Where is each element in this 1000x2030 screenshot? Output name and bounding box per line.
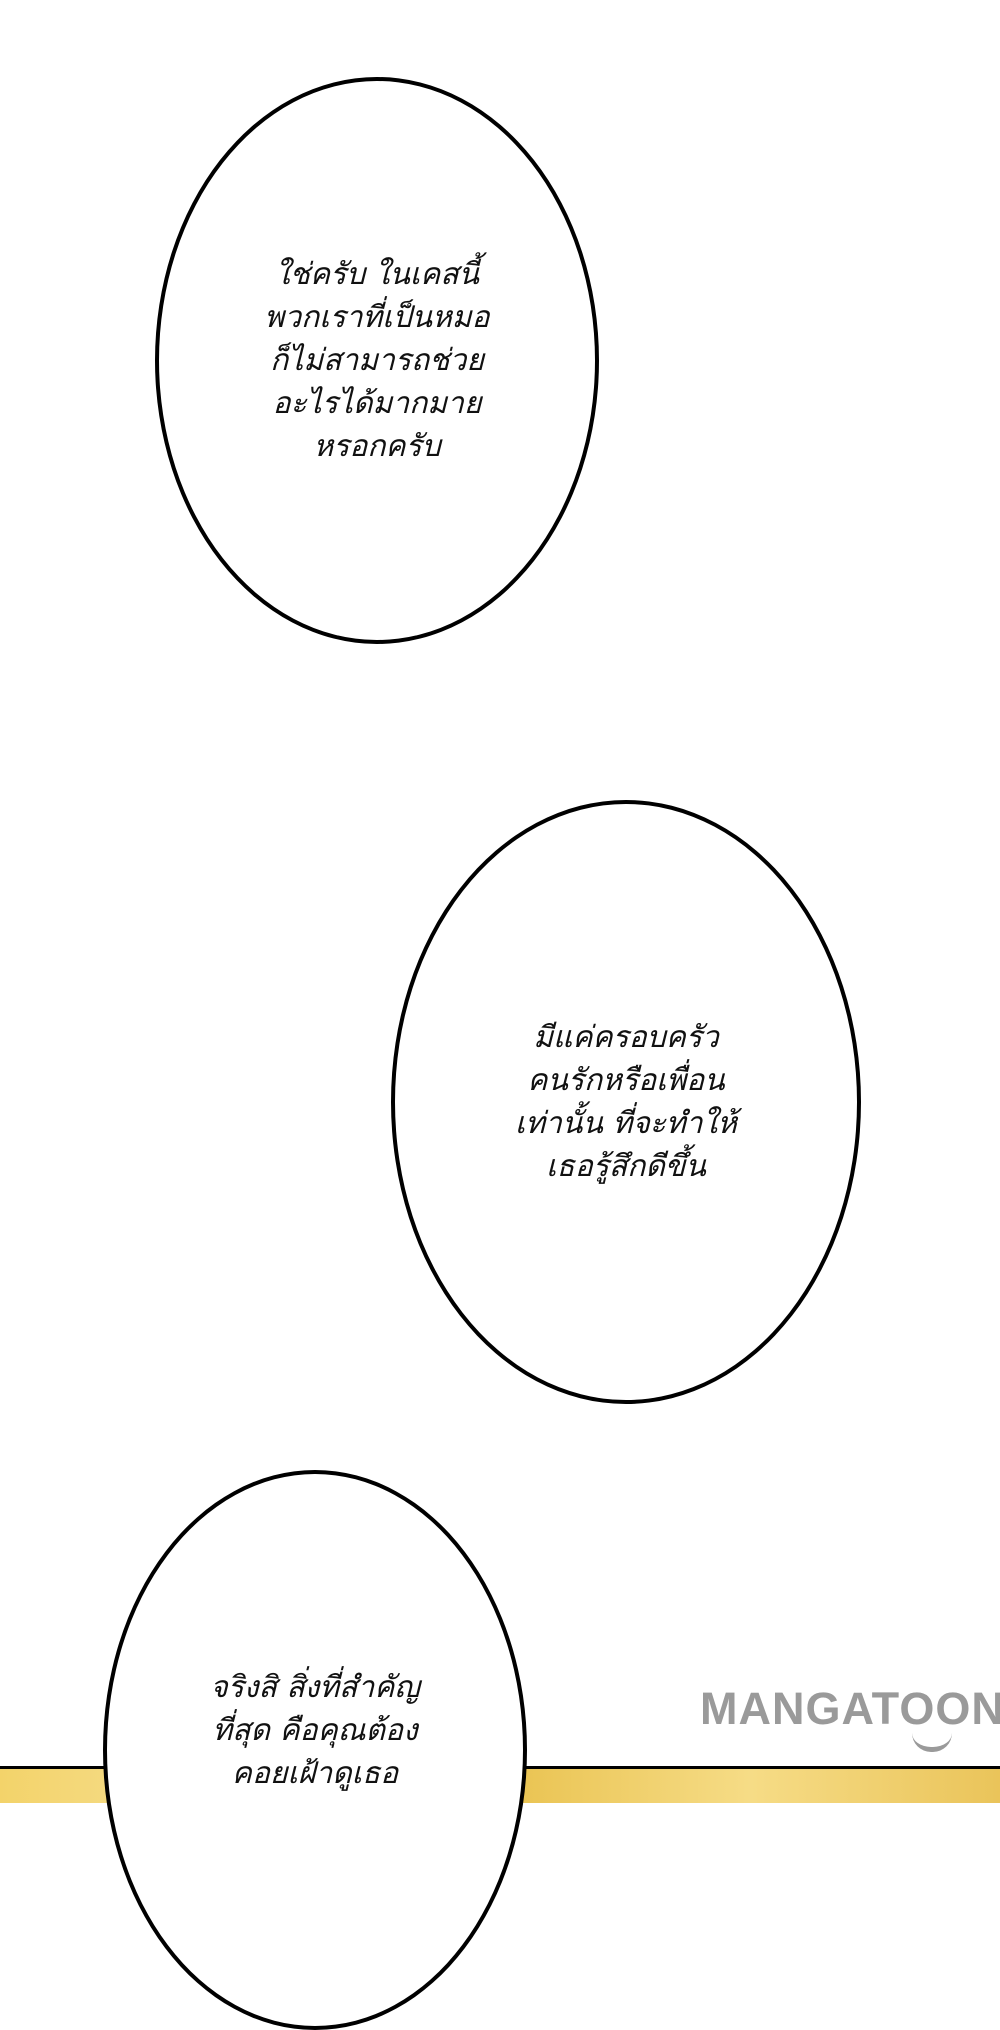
speech-bubble-1: ใช่ครับ ในเคสนี้ พวกเราที่เป็นหมอ ก็ไม่ส… — [155, 77, 599, 644]
bubble-2-line: เธอรู้สึกดีขึ้น — [546, 1149, 706, 1184]
bubble-2-line: เท่านั้น ที่จะทำให้ — [515, 1106, 737, 1141]
mangatoon-watermark: MANGATOON — [700, 1683, 1000, 1734]
bubble-1-line: อะไรได้มากมาย — [272, 386, 482, 421]
bubble-1-line: พวกเราที่เป็นหมอ — [264, 300, 490, 335]
watermark-smile-icon — [912, 1733, 952, 1752]
bubble-1-line: ใช่ครับ ในเคสนี้ — [274, 257, 480, 292]
speech-bubble-2-text: มีแค่ครอบครัว คนรักหรือเพื่อน เท่านั้น ท… — [515, 1016, 737, 1188]
speech-bubble-3-text: จริงสิ สิ่งที่สำคัญ ที่สุด คือคุณต้อง คอ… — [210, 1666, 420, 1795]
bubble-2-line: คนรักหรือเพื่อน — [527, 1063, 725, 1098]
bubble-1-line: ก็ไม่สามารถช่วย — [270, 343, 484, 378]
bubble-1-line: หรอกครับ — [313, 429, 441, 464]
bubble-2-line: มีแค่ครอบครัว — [533, 1020, 719, 1055]
speech-bubble-2: มีแค่ครอบครัว คนรักหรือเพื่อน เท่านั้น ท… — [391, 800, 861, 1404]
speech-bubble-3: จริงสิ สิ่งที่สำคัญ ที่สุด คือคุณต้อง คอ… — [103, 1470, 527, 2030]
speech-bubble-1-text: ใช่ครับ ในเคสนี้ พวกเราที่เป็นหมอ ก็ไม่ส… — [264, 253, 489, 468]
bubble-3-line: ที่สุด คือคุณต้อง — [212, 1713, 418, 1748]
bubble-3-line: จริงสิ สิ่งที่สำคัญ — [210, 1670, 420, 1705]
bubble-3-line: คอยเฝ้าดูเธอ — [231, 1756, 399, 1791]
